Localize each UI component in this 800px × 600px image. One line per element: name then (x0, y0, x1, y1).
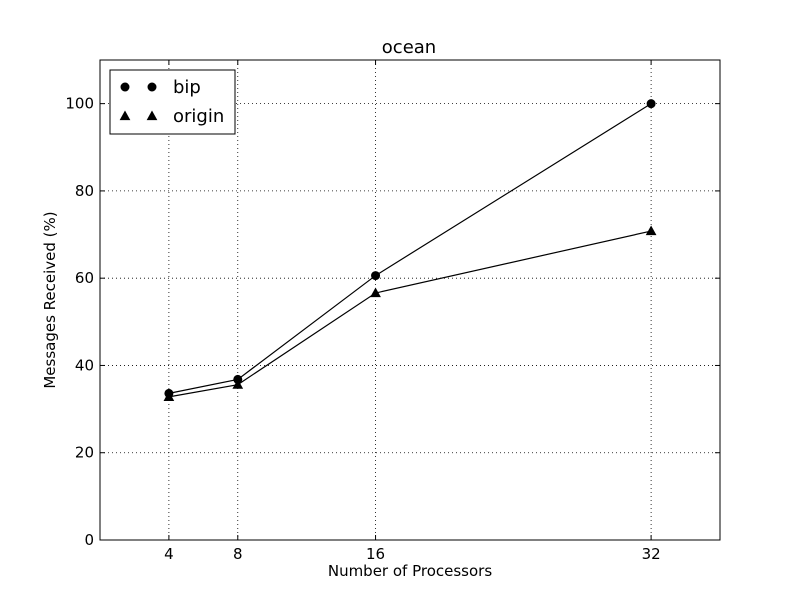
x-tick-label: 32 (642, 545, 661, 563)
chart-title: ocean (382, 37, 436, 58)
y-tick-label: 100 (65, 95, 94, 113)
x-tick-label: 4 (164, 545, 174, 563)
data-point-marker (647, 100, 655, 108)
x-tick-label: 16 (366, 545, 385, 563)
y-tick-label: 80 (75, 182, 94, 200)
y-tick-label: 0 (84, 531, 94, 549)
legend-marker (148, 83, 156, 91)
legend-label: bip (173, 77, 201, 98)
legend-marker (121, 83, 129, 91)
y-tick-label: 60 (75, 269, 94, 287)
data-point-marker (372, 272, 380, 280)
x-tick-label: 8 (233, 545, 243, 563)
y-tick-label: 40 (75, 356, 94, 374)
x-axis-label: Number of Processors (328, 562, 492, 580)
y-tick-label: 20 (75, 444, 94, 462)
legend-label: origin (173, 106, 224, 127)
y-axis-label: Messages Received (%) (41, 211, 59, 388)
legend: bip origin (110, 70, 235, 134)
